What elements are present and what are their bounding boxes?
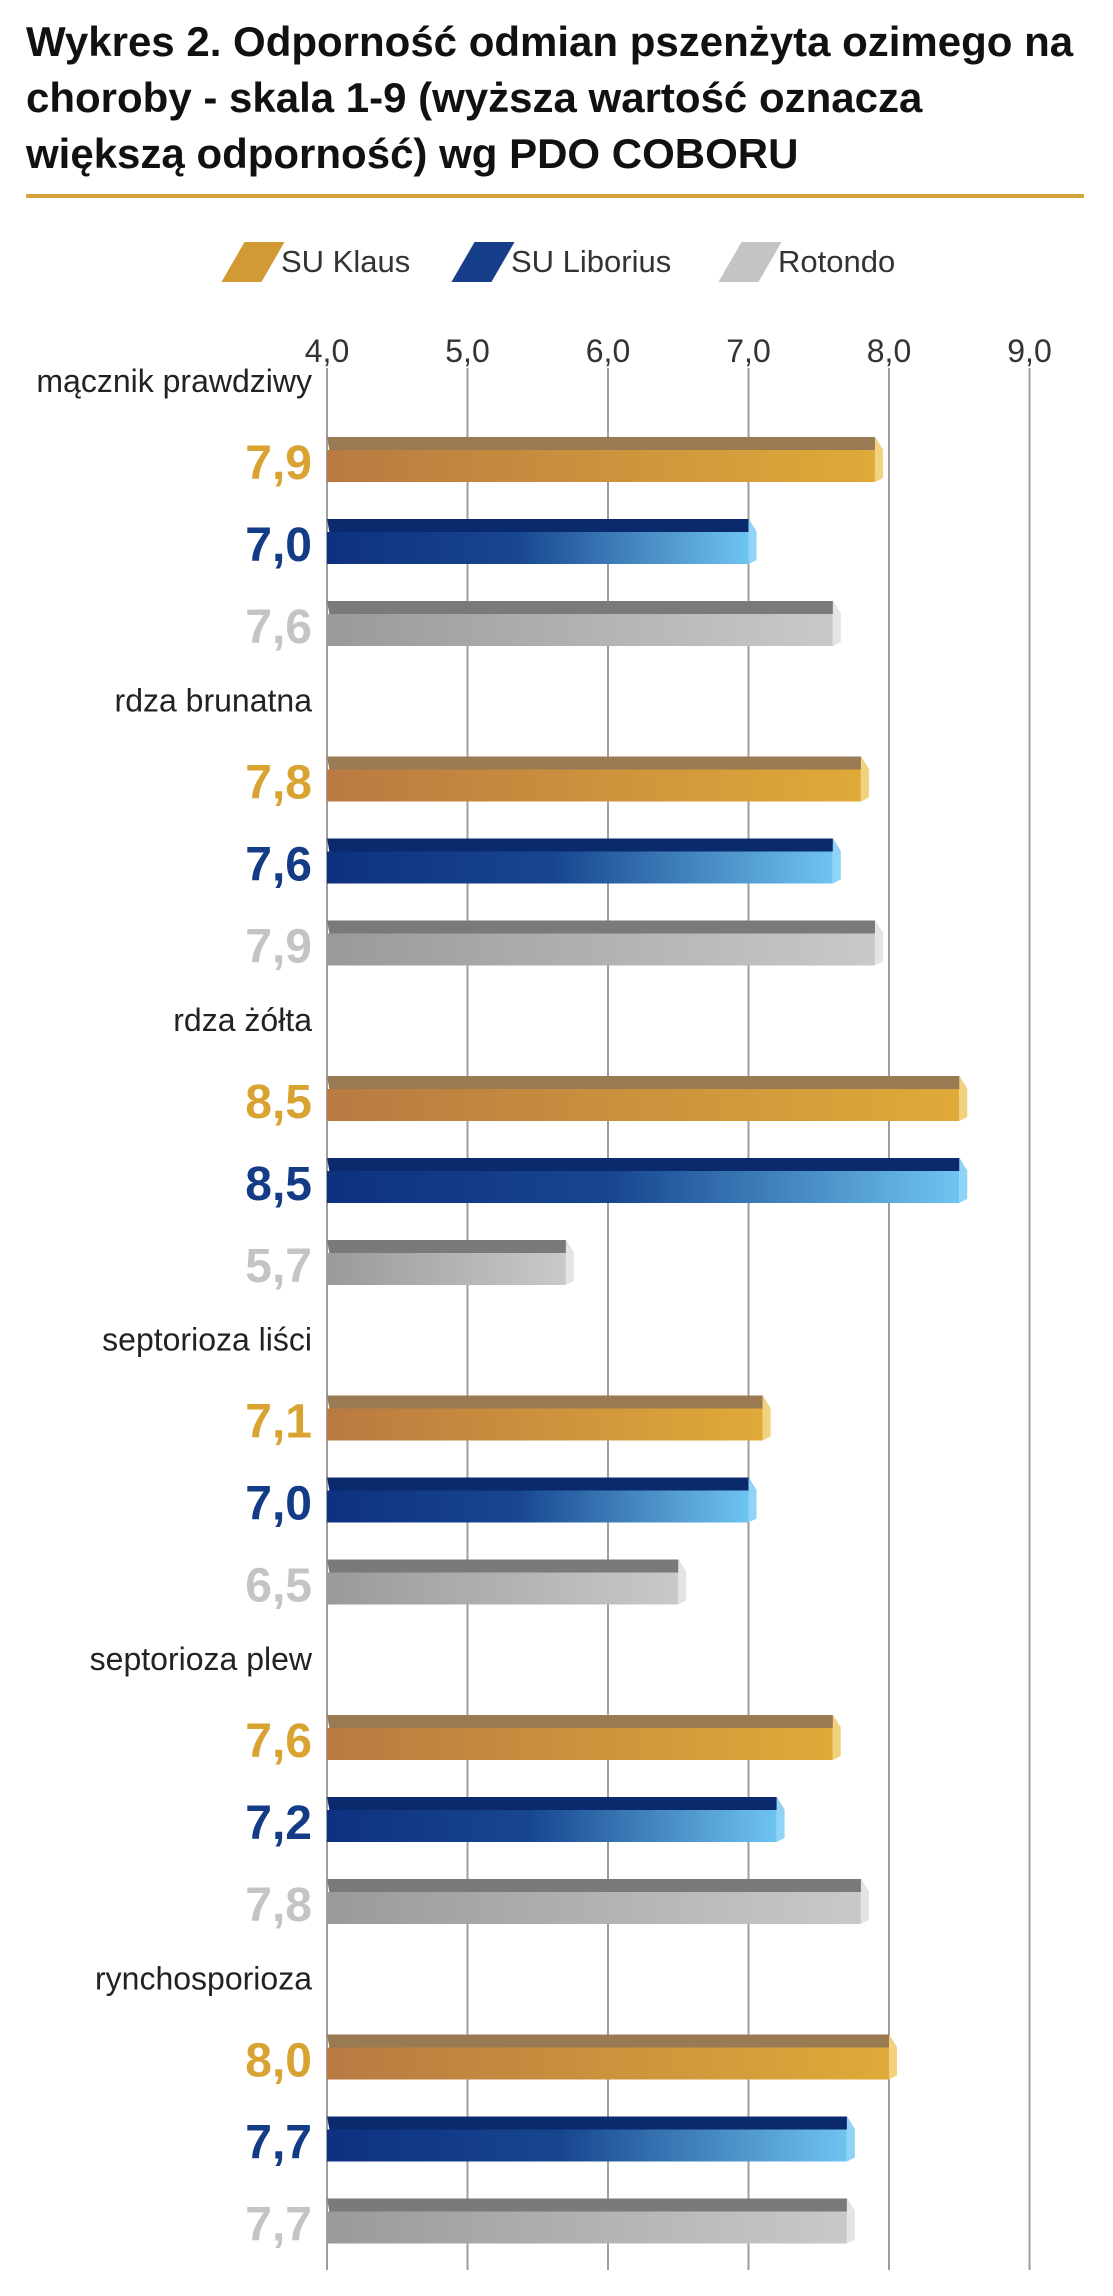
bar xyxy=(327,1490,749,1523)
bar-top-face xyxy=(327,920,883,934)
bar-top-face xyxy=(327,1879,869,1892)
bar-end-face xyxy=(846,2198,855,2244)
data-label: 7,9 xyxy=(245,921,312,974)
bar-end-face xyxy=(748,519,757,564)
bar xyxy=(327,532,749,564)
bar-end-face xyxy=(678,1559,687,1605)
data-label: 7,0 xyxy=(245,519,312,572)
data-label: 7,8 xyxy=(245,757,312,810)
category-label: septorioza plew xyxy=(90,1641,313,1677)
bar-end-face xyxy=(959,1158,968,1203)
bar-end-face xyxy=(846,2116,855,2162)
bar xyxy=(327,614,833,646)
data-label: 6,5 xyxy=(245,1560,312,1613)
bar-top-face xyxy=(327,1076,968,1089)
data-label: 8,5 xyxy=(245,1158,312,1211)
bar-end-face xyxy=(874,437,883,482)
bar-end-face xyxy=(832,838,841,884)
data-label: 7,2 xyxy=(245,1797,312,1850)
x-tick-label: 4,0 xyxy=(305,333,349,369)
bar-end-face xyxy=(889,2034,897,2080)
title-rule xyxy=(26,194,1084,198)
bar-top-face xyxy=(327,2034,897,2048)
bar-top-face xyxy=(327,437,883,450)
category-label: rynchosporioza xyxy=(95,1961,312,1997)
bar-top-face xyxy=(327,2116,855,2130)
bar xyxy=(327,1572,679,1605)
bar-top-face xyxy=(327,838,841,852)
category-label: rdza brunatna xyxy=(115,683,313,719)
bar-top-face xyxy=(327,519,757,532)
data-label: 7,7 xyxy=(245,2199,312,2252)
bar-end-face xyxy=(748,1477,757,1523)
data-label: 7,9 xyxy=(245,437,312,490)
bar xyxy=(327,1089,960,1121)
bar xyxy=(327,1171,960,1203)
bar xyxy=(327,851,833,884)
bar-end-face xyxy=(860,1879,869,1924)
bar-top-face xyxy=(327,1158,968,1171)
chart-title: Wykres 2. Odporność odmian pszenżyta ozi… xyxy=(26,18,1074,177)
bar-end-face xyxy=(860,756,869,802)
bar xyxy=(327,2129,847,2162)
bar-end-face xyxy=(959,1076,968,1121)
bar-end-face xyxy=(776,1797,785,1842)
bar-top-face xyxy=(327,756,869,770)
bar xyxy=(327,1892,861,1924)
data-label: 7,7 xyxy=(245,2117,312,2170)
bar xyxy=(327,1728,833,1760)
legend-label-rotondo: Rotondo xyxy=(778,244,896,279)
category-label: mącznik prawdziwy xyxy=(36,363,312,399)
data-label: 7,0 xyxy=(245,1478,312,1531)
bar xyxy=(327,933,875,966)
bar-end-face xyxy=(874,920,883,966)
bar-top-face xyxy=(327,1395,771,1409)
bar-top-face xyxy=(327,1477,757,1491)
data-label: 5,7 xyxy=(245,1240,312,1293)
bar-top-face xyxy=(327,1240,574,1253)
category-label: septorioza liści xyxy=(102,1322,312,1358)
bar xyxy=(327,1408,763,1441)
x-tick-label: 7,0 xyxy=(726,333,770,369)
bar-end-face xyxy=(565,1240,574,1285)
data-label: 7,8 xyxy=(245,1879,312,1932)
bar xyxy=(327,2211,847,2244)
legend-label-su-liborius: SU Liborius xyxy=(511,244,672,279)
bar-end-face xyxy=(762,1395,771,1441)
data-label: 8,0 xyxy=(245,2035,312,2088)
data-label: 8,5 xyxy=(245,1076,312,1129)
bar xyxy=(327,2047,889,2080)
data-label: 7,1 xyxy=(245,1396,312,1449)
bar-top-face xyxy=(327,1715,841,1728)
x-tick-label: 5,0 xyxy=(445,333,489,369)
bar-top-face xyxy=(327,2198,855,2212)
legend: SU Klaus SU Liborius Rotondo xyxy=(0,230,1113,290)
bar-top-face xyxy=(327,601,841,614)
bar xyxy=(327,1253,566,1285)
x-tick-label: 6,0 xyxy=(586,333,630,369)
x-tick-label: 8,0 xyxy=(867,333,911,369)
bar-top-face xyxy=(327,1797,785,1810)
x-tick-label: 9,0 xyxy=(1007,333,1051,369)
legend-label-su-klaus: SU Klaus xyxy=(281,244,411,279)
bar-end-face xyxy=(832,601,841,646)
bar xyxy=(327,450,875,482)
bar xyxy=(327,769,861,802)
bar xyxy=(327,1810,777,1842)
data-label: 7,6 xyxy=(245,601,312,654)
bar-top-face xyxy=(327,1559,687,1573)
category-label: rdza żółta xyxy=(173,1002,312,1038)
bar-end-face xyxy=(832,1715,841,1760)
data-label: 7,6 xyxy=(245,839,312,892)
data-label: 7,6 xyxy=(245,1715,312,1768)
